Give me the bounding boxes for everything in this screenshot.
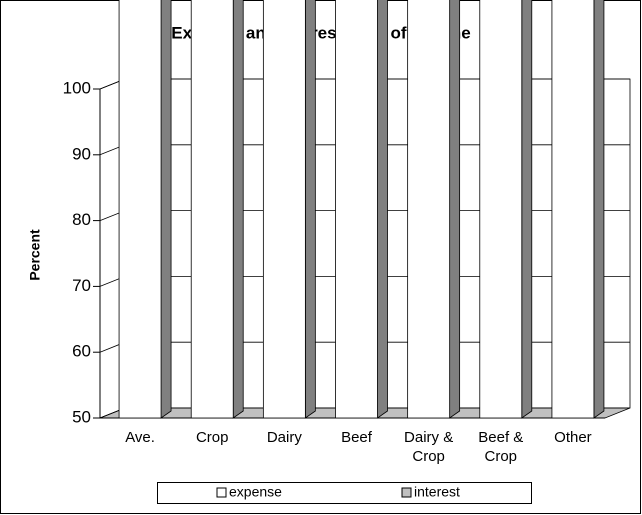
y-tick-label: 50 — [72, 407, 91, 426]
chart-title: Expense and Interest as % of Income — [171, 23, 470, 42]
bar — [335, 0, 378, 419]
y-tick-label: 80 — [72, 210, 91, 229]
bar-side — [377, 0, 388, 419]
x-tick-label: Dairy — [266, 429, 302, 446]
y-tick-label: 60 — [72, 342, 91, 361]
legend-label: interest — [414, 484, 460, 500]
y-axis-label: Percent — [27, 229, 43, 281]
legend-swatch — [216, 487, 227, 498]
legend-label: expense — [229, 484, 282, 500]
bar-side — [593, 0, 605, 419]
x-tick-label: Beef — [341, 429, 372, 446]
bar — [190, 0, 234, 419]
legend-swatch — [401, 487, 412, 498]
legend-box — [157, 482, 532, 504]
x-tick-label: Ave. — [125, 429, 155, 446]
bar — [118, 0, 162, 419]
bar — [262, 0, 306, 419]
bar-side — [521, 0, 533, 419]
bar — [407, 0, 451, 419]
x-tick-label: Dairy & Crop — [404, 429, 454, 465]
bar-side — [304, 0, 316, 419]
x-tick-label: Other — [554, 429, 592, 446]
y-tick-label: 100 — [63, 78, 91, 97]
y-tick-label: 90 — [72, 144, 91, 163]
x-tick-label: Crop — [195, 429, 229, 446]
bar-side — [160, 0, 172, 419]
bar-side — [449, 0, 461, 419]
bar — [551, 0, 595, 419]
bar — [479, 0, 523, 419]
bar-side — [232, 0, 244, 419]
x-tick-label: Beef & Crop — [478, 429, 524, 465]
y-tick-label: 70 — [72, 276, 91, 295]
